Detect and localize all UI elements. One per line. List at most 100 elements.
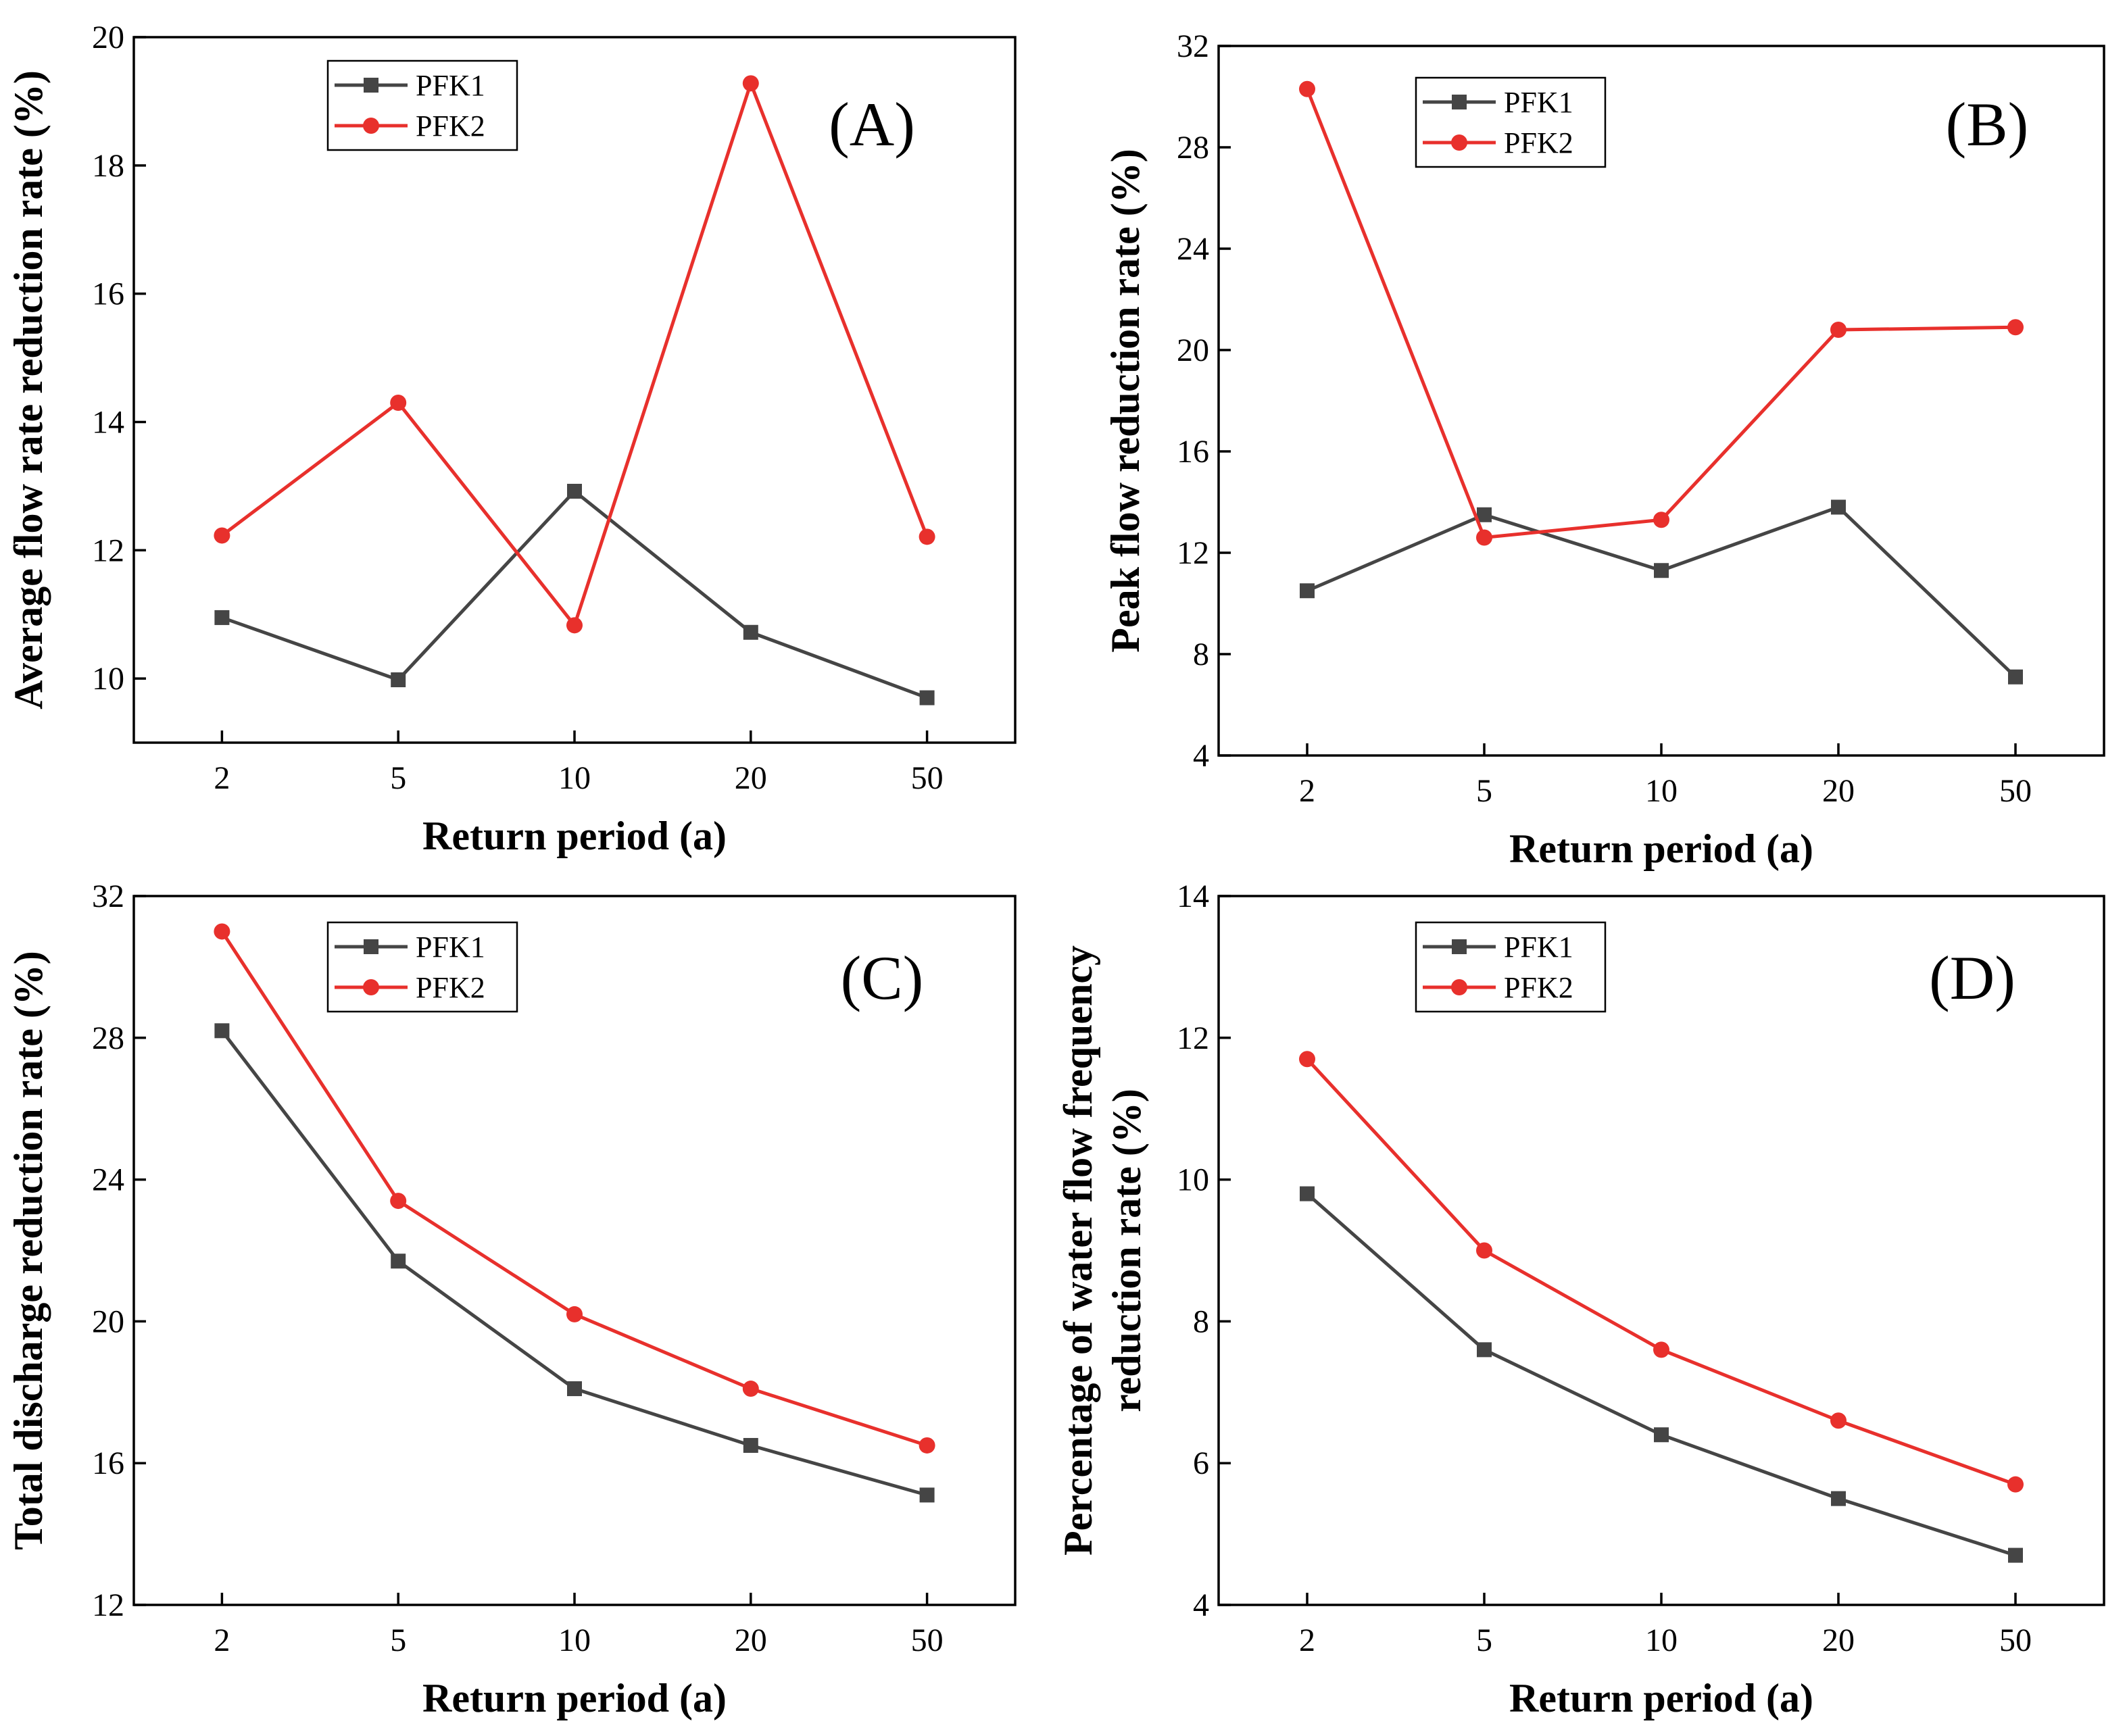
point-c-pfk1-4: [919, 1487, 935, 1503]
point-a-pfk2-1: [390, 394, 407, 411]
legend-box-c: [326, 921, 518, 1013]
point-b-pfk1-1: [1477, 507, 1492, 522]
point-b-pfk1-3: [1831, 499, 1846, 515]
point-c-pfk2-1: [390, 1193, 407, 1210]
point-b-pfk2-3: [1830, 322, 1847, 338]
x-tick-label-a-2: 10: [558, 760, 591, 796]
point-d-pfk2-1: [1476, 1242, 1492, 1259]
y-tick-label-a-5: 20: [92, 20, 124, 55]
point-d-pfk2-3: [1830, 1412, 1847, 1429]
legend-box-b: [1415, 76, 1607, 168]
x-axis-title-c: Return period (a): [422, 1676, 727, 1720]
y-tick-label-d-4: 12: [1177, 1020, 1209, 1056]
legend-box-d: [1415, 921, 1607, 1013]
y-tick-label-d-1: 6: [1193, 1445, 1209, 1481]
y-tick-label-c-4: 28: [92, 1020, 124, 1056]
y-tick-label-b-6: 28: [1177, 130, 1209, 166]
point-d-pfk2-0: [1299, 1051, 1315, 1068]
point-d-pfk1-1: [1477, 1342, 1492, 1358]
legend-marker-a-pfk1: [364, 78, 378, 93]
point-d-pfk1-4: [2008, 1547, 2023, 1563]
legend-label-c-pfk1: PFK1: [416, 931, 485, 964]
panel-tag-b: (B): [1946, 90, 2029, 159]
point-d-pfk1-0: [1300, 1186, 1315, 1201]
legend-marker-d-pfk1: [1452, 939, 1467, 954]
point-a-pfk1-2: [567, 483, 582, 499]
y-tick-label-b-3: 16: [1177, 434, 1209, 470]
legend-label-a-pfk2: PFK2: [416, 109, 485, 143]
point-b-pfk1-0: [1300, 583, 1315, 599]
x-tick-label-b-0: 2: [1299, 773, 1315, 809]
point-c-pfk1-3: [743, 1437, 758, 1453]
legend-marker-c-pfk1: [364, 939, 378, 954]
point-d-pfk1-3: [1831, 1491, 1846, 1506]
point-b-pfk2-4: [2007, 319, 2024, 336]
point-b-pfk1-4: [2008, 669, 2023, 685]
point-b-pfk2-2: [1653, 512, 1669, 528]
legend-marker-b-pfk2: [1451, 134, 1467, 151]
point-a-pfk2-4: [919, 528, 935, 545]
y-tick-label-b-4: 20: [1177, 332, 1209, 368]
y-axis-title-d: Percentage of water flow frequency reduct…: [1056, 945, 1149, 1556]
y-tick-label-d-3: 10: [1177, 1162, 1209, 1198]
point-b-pfk2-0: [1299, 80, 1315, 97]
y-tick-label-a-0: 10: [92, 661, 124, 697]
x-tick-label-a-4: 50: [911, 760, 944, 796]
series-line-b-pfk2: [1305, 88, 2016, 540]
point-a-pfk2-2: [566, 617, 583, 634]
y-tick-label-a-3: 16: [92, 276, 124, 312]
legend-label-c-pfk2: PFK2: [416, 971, 485, 1004]
point-a-pfk1-4: [919, 690, 935, 705]
y-tick-label-b-1: 8: [1193, 637, 1209, 672]
y-axis-title-line-d-0: Percentage of water flow frequency: [1056, 945, 1100, 1556]
legend-marker-c-pfk2: [363, 979, 379, 995]
series-line-d-pfk1: [1306, 1192, 2016, 1557]
x-tick-label-c-4: 50: [911, 1622, 944, 1658]
x-axis-title-b: Return period (a): [1509, 826, 1813, 871]
y-axis-title-line-c-0: Total discharge reduction rate (%): [6, 951, 51, 1550]
x-tick-label-b-2: 10: [1645, 773, 1678, 809]
y-tick-label-a-2: 14: [92, 404, 124, 440]
y-tick-label-d-5: 14: [1177, 878, 1209, 914]
legend-label-b-pfk1: PFK1: [1504, 86, 1573, 119]
y-tick-label-d-2: 8: [1193, 1304, 1209, 1339]
point-b-pfk1-2: [1654, 563, 1669, 578]
point-c-pfk2-3: [742, 1381, 759, 1397]
legend-label-b-pfk2: PFK2: [1504, 126, 1573, 159]
series-line-a-pfk1: [221, 489, 928, 699]
y-axis-title-c: Total discharge reduction rate (%): [6, 951, 51, 1550]
legend-label-d-pfk1: PFK1: [1504, 931, 1573, 964]
x-tick-label-d-0: 2: [1299, 1622, 1315, 1658]
panel-tag-c: (C): [841, 943, 924, 1012]
point-c-pfk1-1: [391, 1254, 406, 1269]
x-tick-label-d-1: 5: [1476, 1622, 1492, 1658]
panel-tag-d: (D): [1929, 943, 2015, 1012]
x-tick-label-b-4: 50: [1999, 773, 2032, 809]
panel-tag-a: (A): [829, 90, 915, 159]
x-tick-label-a-0: 2: [214, 760, 230, 796]
y-tick-label-c-0: 12: [92, 1587, 124, 1623]
y-tick-label-c-5: 32: [92, 878, 124, 914]
x-tick-label-c-1: 5: [390, 1622, 406, 1658]
x-tick-label-c-2: 10: [558, 1622, 591, 1658]
point-c-pfk2-0: [214, 923, 230, 940]
point-d-pfk2-2: [1653, 1341, 1669, 1358]
series-line-c-pfk1: [220, 1029, 928, 1497]
y-tick-label-b-7: 32: [1177, 28, 1209, 64]
point-c-pfk2-2: [566, 1306, 583, 1322]
point-a-pfk1-3: [743, 624, 758, 640]
legend-label-a-pfk1: PFK1: [416, 69, 485, 102]
point-b-pfk2-1: [1476, 529, 1492, 546]
x-axis-title-d: Return period (a): [1509, 1676, 1813, 1720]
y-axis-title-b: Peak flow reduction rate (%): [1103, 149, 1148, 652]
x-tick-label-d-4: 50: [1999, 1622, 2032, 1658]
y-axis-title-line-b-0: Peak flow reduction rate (%): [1103, 149, 1148, 652]
y-axis-title-line-d-1: reduction rate (%): [1104, 1089, 1149, 1412]
point-c-pfk1-2: [567, 1381, 582, 1397]
point-a-pfk2-0: [214, 527, 230, 544]
point-a-pfk1-0: [214, 610, 230, 625]
x-tick-label-b-1: 5: [1476, 773, 1492, 809]
series-line-b-pfk1: [1306, 505, 2017, 678]
legend-box-a: [326, 59, 518, 151]
point-a-pfk1-1: [391, 672, 406, 687]
